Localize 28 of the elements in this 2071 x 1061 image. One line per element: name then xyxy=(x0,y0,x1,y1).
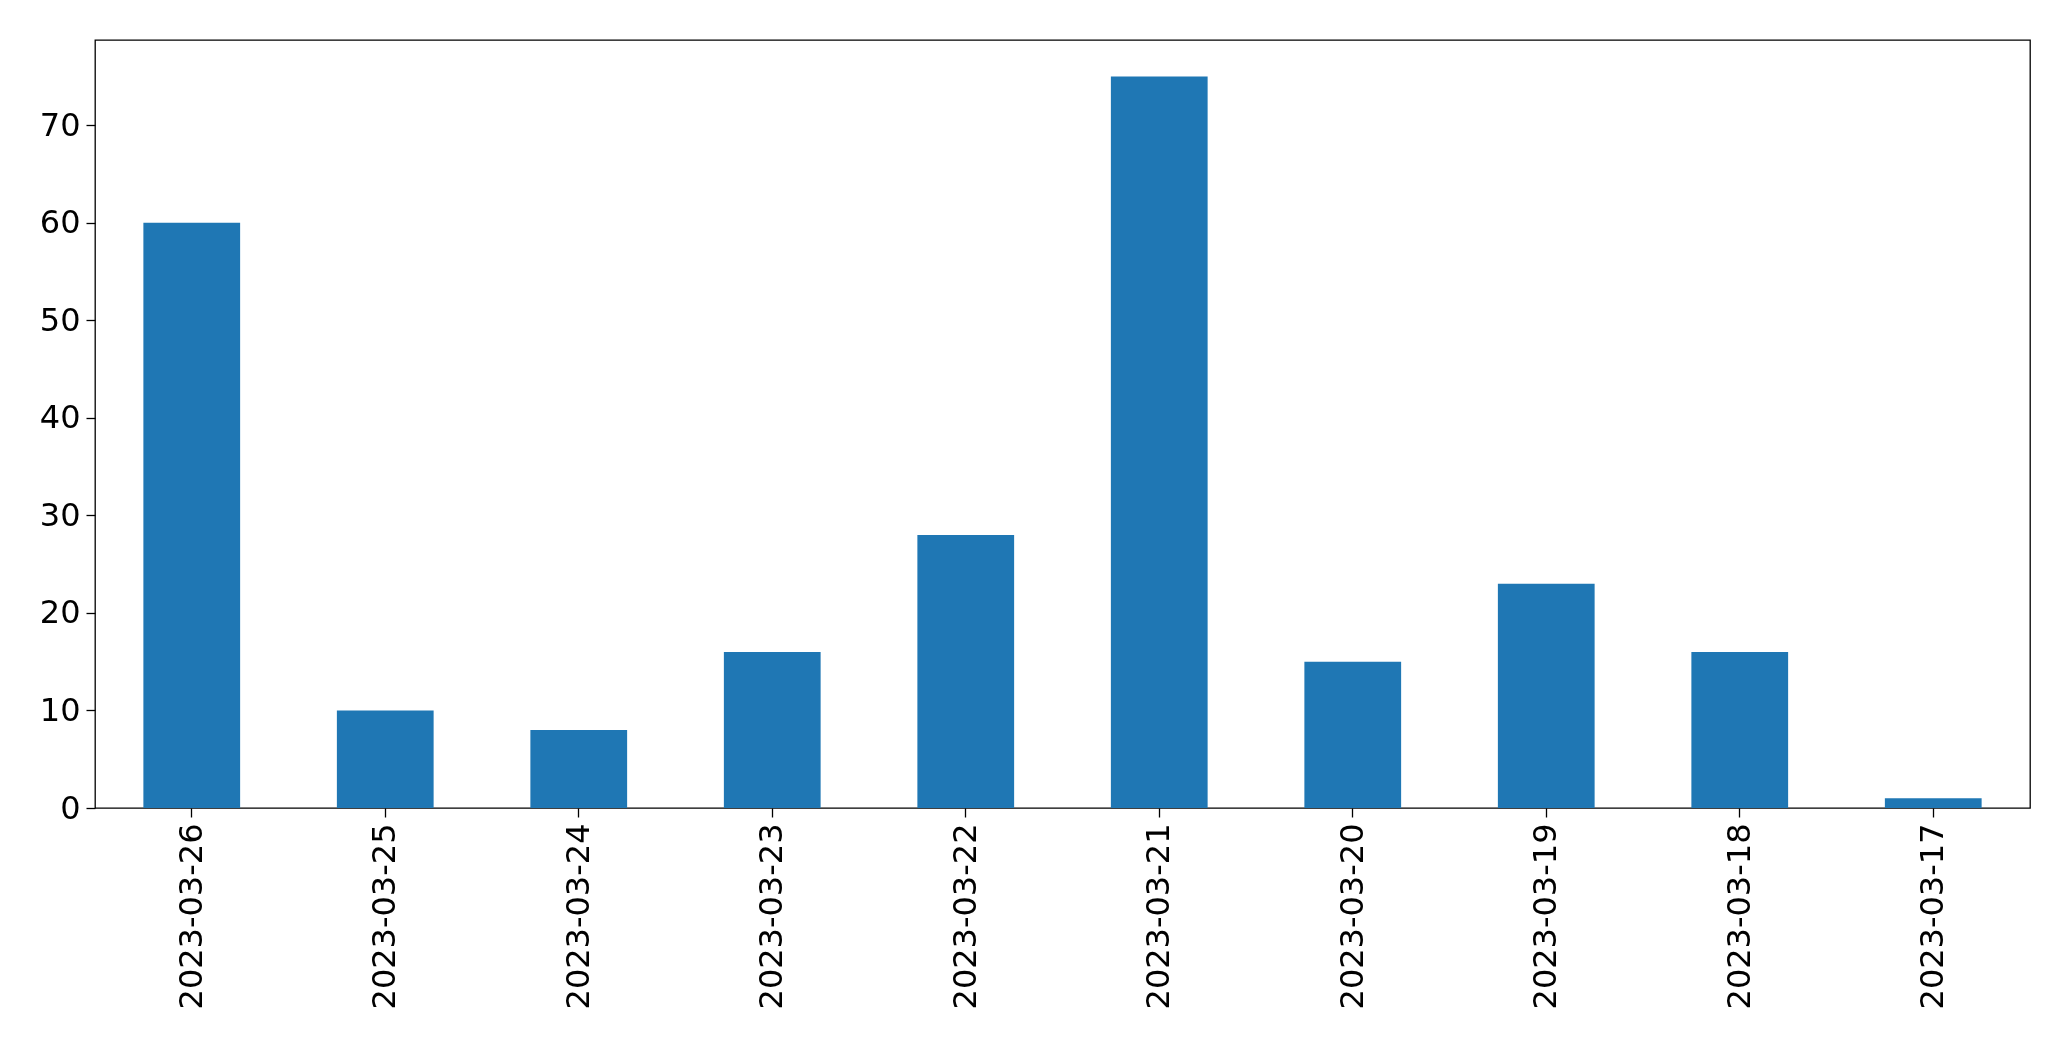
y-tick-label: 20 xyxy=(39,593,81,632)
x-tick-label: 2023-03-22 xyxy=(945,823,984,1010)
x-tick-label: 2023-03-21 xyxy=(1139,823,1178,1010)
bar xyxy=(1110,76,1208,808)
x-tick-label: 2023-03-23 xyxy=(752,823,791,1010)
y-tick-label: 40 xyxy=(39,398,81,437)
x-tick-label: 2023-03-25 xyxy=(365,823,404,1010)
y-tick-label: 70 xyxy=(39,105,81,144)
bar xyxy=(143,222,241,808)
bar xyxy=(336,710,434,808)
bar xyxy=(1304,661,1402,808)
x-tick-label: 2023-03-20 xyxy=(1332,823,1371,1010)
y-tick-label: 60 xyxy=(39,203,81,242)
y-tick-label: 10 xyxy=(39,690,81,729)
bar xyxy=(1497,583,1595,808)
x-tick-label: 2023-03-17 xyxy=(1913,823,1952,1010)
bar xyxy=(723,651,821,808)
y-tick-label: 0 xyxy=(60,788,81,827)
bar xyxy=(1691,651,1789,808)
y-tick-label: 50 xyxy=(39,300,81,339)
x-tick-label: 2023-03-24 xyxy=(558,823,597,1010)
bar xyxy=(917,534,1015,808)
bar xyxy=(1884,798,1982,808)
y-tick-label: 30 xyxy=(39,495,81,534)
x-tick-label: 2023-03-18 xyxy=(1719,823,1758,1010)
bar xyxy=(530,729,628,808)
x-tick-label: 2023-03-19 xyxy=(1526,823,1565,1010)
x-tick-label: 2023-03-26 xyxy=(171,823,210,1010)
